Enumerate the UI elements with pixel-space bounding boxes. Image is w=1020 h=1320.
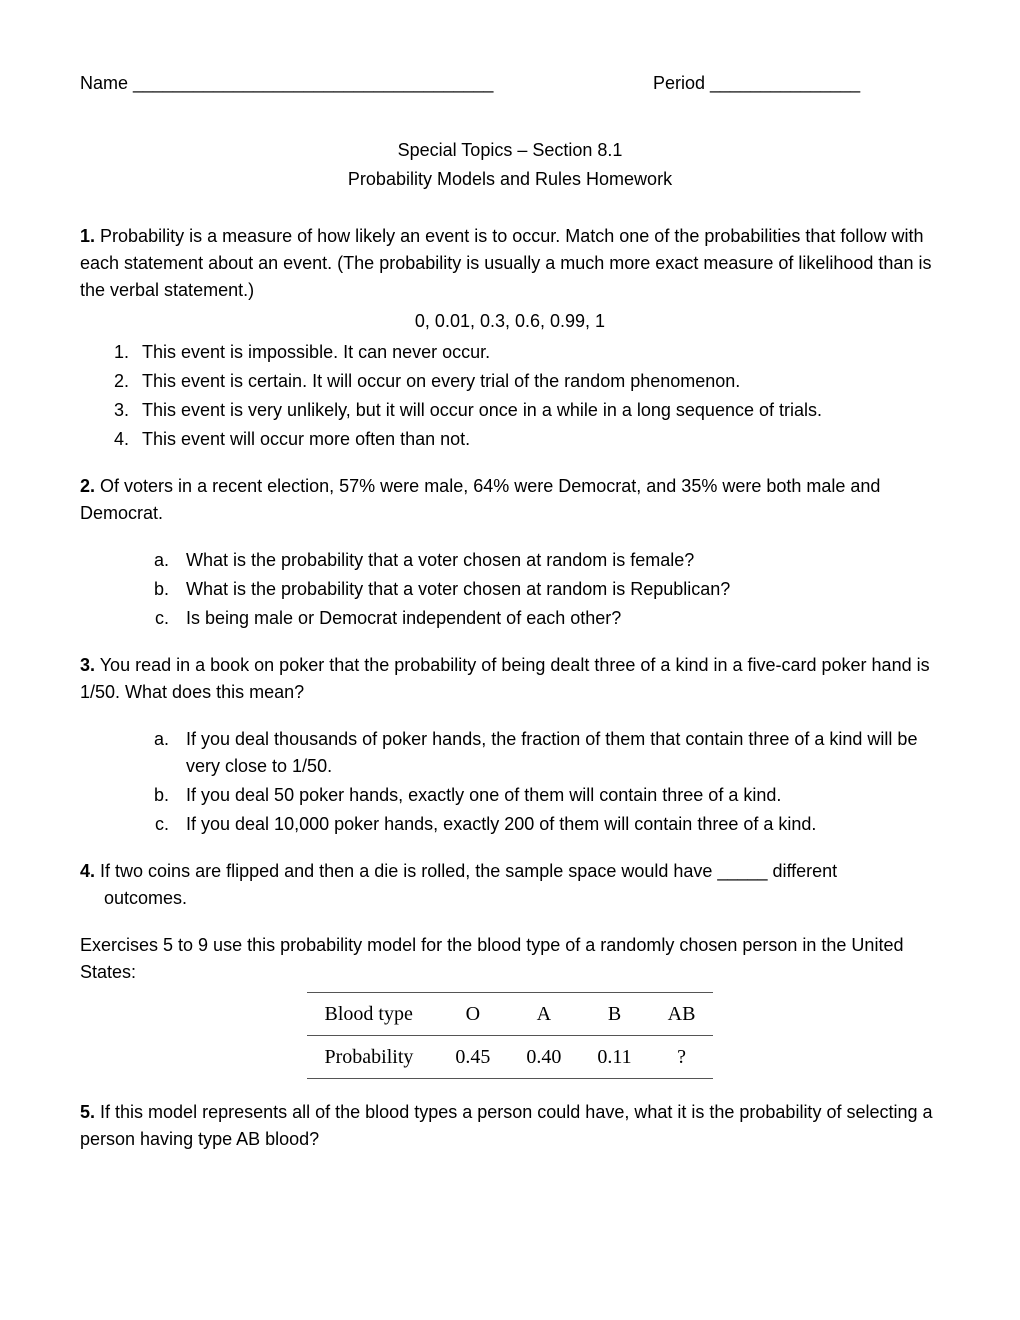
- q4-block: 4. If two coins are flipped and then a d…: [80, 858, 940, 912]
- q5to9-intro: Exercises 5 to 9 use this probability mo…: [80, 932, 940, 986]
- q2-item-a: What is the probability that a voter cho…: [174, 547, 940, 574]
- q1-list: This event is impossible. It can never o…: [80, 339, 940, 453]
- name-field: Name ___________________________________…: [80, 70, 553, 97]
- row2-label: Probability: [307, 1036, 438, 1079]
- q3-intro: 3. You read in a book on poker that the …: [80, 652, 940, 706]
- val-B: 0.11: [579, 1036, 649, 1079]
- period-field: Period _______________: [553, 70, 940, 97]
- q2-item-b: What is the probability that a voter cho…: [174, 576, 940, 603]
- q1-values: 0, 0.01, 0.3, 0.6, 0.99, 1: [80, 308, 940, 335]
- q1-intro: 1. Probability is a measure of how likel…: [80, 223, 940, 304]
- header-row: Name ___________________________________…: [80, 70, 940, 97]
- q1-intro-text: Probability is a measure of how likely a…: [80, 226, 931, 300]
- q5-body: If this model represents all of the bloo…: [80, 1102, 933, 1149]
- table-row-header: Blood type O A B AB: [307, 993, 714, 1036]
- q3-intro-text: You read in a book on poker that the pro…: [80, 655, 930, 702]
- q2-list: What is the probability that a voter cho…: [80, 547, 940, 632]
- q3-item-c: If you deal 10,000 poker hands, exactly …: [174, 811, 940, 838]
- title-block: Special Topics – Section 8.1 Probability…: [80, 137, 940, 193]
- q4-line2: outcomes.: [80, 885, 940, 912]
- col-B: B: [579, 993, 649, 1036]
- q4-line1: 4. If two coins are flipped and then a d…: [80, 858, 940, 885]
- col-A: A: [508, 993, 579, 1036]
- table-row-values: Probability 0.45 0.40 0.11 ?: [307, 1036, 714, 1079]
- q2-intro-text: Of voters in a recent election, 57% were…: [80, 476, 880, 523]
- q3-item-a: If you deal thousands of poker hands, th…: [174, 726, 940, 780]
- q1-item-2: This event is certain. It will occur on …: [134, 368, 940, 395]
- title-line-1: Special Topics – Section 8.1: [80, 137, 940, 164]
- val-O: 0.45: [437, 1036, 508, 1079]
- q1-item-3: This event is very unlikely, but it will…: [134, 397, 940, 424]
- col-O: O: [437, 993, 508, 1036]
- q1-item-1: This event is impossible. It can never o…: [134, 339, 940, 366]
- q1-item-4: This event will occur more often than no…: [134, 426, 940, 453]
- q3-list: If you deal thousands of poker hands, th…: [80, 726, 940, 838]
- val-AB: ?: [650, 1036, 714, 1079]
- q2-item-c: Is being male or Democrat independent of…: [174, 605, 940, 632]
- col-AB: AB: [650, 993, 714, 1036]
- val-A: 0.40: [508, 1036, 579, 1079]
- title-line-2: Probability Models and Rules Homework: [80, 166, 940, 193]
- blood-type-table: Blood type O A B AB Probability 0.45 0.4…: [307, 992, 714, 1079]
- row1-label: Blood type: [307, 993, 438, 1036]
- q2-intro: 2. Of voters in a recent election, 57% w…: [80, 473, 940, 527]
- q5-text: 5. If this model represents all of the b…: [80, 1099, 940, 1153]
- q3-item-b: If you deal 50 poker hands, exactly one …: [174, 782, 940, 809]
